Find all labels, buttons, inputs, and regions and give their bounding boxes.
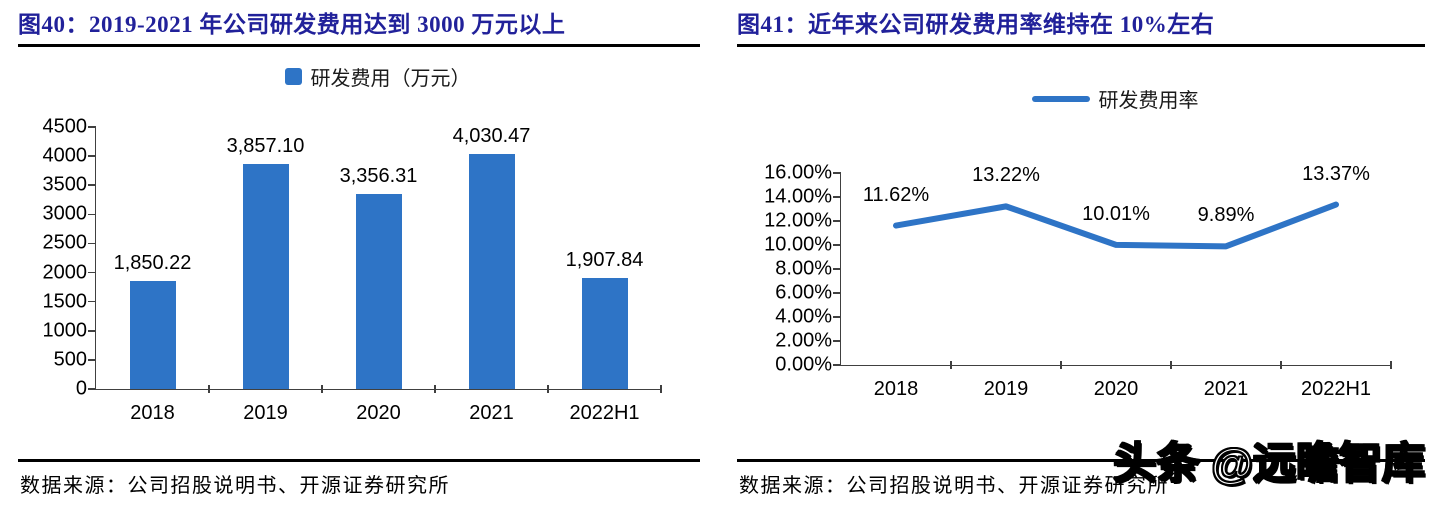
- y-tick-label: 500: [53, 348, 87, 371]
- y-tick-mark: [833, 316, 841, 318]
- x-category-label: 2021: [469, 402, 514, 424]
- legend-label: 研发费用（万元）: [310, 68, 471, 90]
- point-value-label: 13.22%: [972, 164, 1040, 187]
- y-tick-label: 3000: [42, 202, 88, 225]
- rd-ratio-line-plot: 0.00% 2.00% 4.00% 6.00% 8.00% 10.00% 12.00% 14.…: [764, 162, 1392, 400]
- legend-label: 研发费用率: [1098, 90, 1199, 112]
- bar-value-label: 4,030.47: [452, 125, 531, 148]
- y-tick-label: 0.00%: [775, 353, 832, 376]
- x-category-label: 2018: [873, 378, 919, 400]
- point-value-label: 9.89%: [1197, 204, 1255, 227]
- x-category-label: 2022H1: [1300, 378, 1372, 400]
- figure-41-title: 图41：近年来公司研发费用率维持在 10%左右: [737, 12, 1215, 37]
- figure-40-title: 图40：2019-2021 年公司研发费用达到 3000 万元以上: [18, 12, 566, 37]
- y-tick-label: 12.00%: [764, 209, 832, 232]
- y-tick-mark: [88, 359, 96, 361]
- y-tick-label: 10.00%: [764, 233, 832, 256]
- toutiao-watermark: 头条 @远瞻智库: [1112, 439, 1426, 489]
- x-tick-mark: [434, 385, 436, 393]
- y-tick-mark: [88, 330, 96, 332]
- y-tick-mark: [833, 244, 841, 246]
- source-text: 数据来源：公司招股说明书、开源证券研究所: [739, 475, 1169, 497]
- y-tick-mark: [88, 271, 96, 274]
- source-divider: [737, 459, 1425, 462]
- x-tick-mark: [208, 385, 210, 393]
- x-category-label: 2018: [130, 402, 175, 424]
- y-tick-mark: [88, 184, 96, 186]
- y-tick-mark: [88, 388, 96, 390]
- bar-value-label: 1,850.22: [113, 252, 192, 275]
- bar-chart-legend: 研发费用（万元）: [95, 62, 660, 91]
- x-tick-mark: [547, 385, 549, 393]
- x-category-label: 2020: [1093, 378, 1139, 400]
- x-tick-mark: [1390, 361, 1392, 369]
- title-underline: [737, 44, 1425, 47]
- y-tick-label: 8.00%: [775, 257, 832, 280]
- bar: [242, 164, 289, 389]
- point-value-label: 13.37%: [1302, 162, 1370, 185]
- y-tick-label: 6.00%: [775, 281, 832, 304]
- figure-41-rd-ratio: 图41：近年来公司研发费用率维持在 10%左右 研发费用率 0.00% 2.00%…: [737, 0, 1426, 505]
- y-tick-label: 4.00%: [775, 305, 832, 328]
- x-tick-mark: [321, 385, 323, 393]
- point-value-label: 10.01%: [1082, 202, 1150, 225]
- figure-40-rd-expense: 图40：2019-2021 年公司研发费用达到 3000 万元以上 研发费用（万…: [18, 0, 700, 505]
- y-tick-label: 2000: [42, 261, 88, 284]
- bar-value-label: 3,356.31: [339, 164, 418, 187]
- bar-value-label: 3,857.10: [226, 135, 305, 158]
- x-category-label: 2020: [356, 402, 401, 424]
- y-tick-mark: [833, 364, 841, 366]
- y-tick-label: 14.00%: [764, 185, 832, 208]
- y-tick-label: 4000: [42, 144, 88, 167]
- rd-expense-bar-plot: 0 500 1000 1500 2000 2500 3000 3500 4000 4500 2018…: [43, 116, 662, 424]
- bar-value-label: 1,907.84: [565, 248, 644, 271]
- y-tick-label: 0: [75, 377, 87, 400]
- y-tick-mark: [833, 172, 841, 174]
- y-tick-label: 1000: [42, 319, 88, 342]
- point-value-label: 11.62%: [862, 183, 930, 206]
- legend-square-swatch: [284, 68, 302, 85]
- y-tick-mark: [833, 220, 841, 222]
- y-tick-mark: [833, 196, 841, 198]
- x-tick-mark: [660, 385, 662, 393]
- x-tick-mark: [1060, 361, 1062, 369]
- bar: [355, 193, 402, 389]
- x-category-label: 2022H1: [569, 402, 640, 424]
- y-tick-mark: [88, 300, 96, 303]
- source-text: 数据来源：公司招股说明书、开源证券研究所: [20, 475, 450, 497]
- x-tick-mark: [950, 361, 952, 369]
- y-tick-mark: [833, 292, 841, 294]
- y-tick-mark: [88, 213, 96, 216]
- x-tick-mark: [1280, 361, 1282, 369]
- y-tick-label: 16.00%: [764, 161, 832, 184]
- x-category-label: 2019: [983, 378, 1029, 400]
- x-category-label: 2019: [243, 402, 288, 424]
- source-divider: [18, 459, 700, 462]
- y-tick-mark: [833, 268, 841, 270]
- y-tick-label: 2.00%: [775, 329, 832, 352]
- y-tick-label: 3500: [42, 173, 88, 196]
- y-tick-mark: [833, 340, 841, 342]
- y-tick-mark: [88, 155, 96, 157]
- rd-ratio-line-series: [893, 201, 1339, 250]
- title-underline: [18, 44, 700, 47]
- bar: [129, 281, 176, 389]
- legend-line-swatch: [1031, 95, 1090, 102]
- y-tick-label: 2500: [42, 231, 88, 254]
- y-tick-mark: [88, 126, 96, 128]
- x-category-label: 2021: [1203, 378, 1249, 400]
- y-tick-label: 4500: [42, 115, 88, 138]
- y-tick-mark: [88, 242, 96, 245]
- line-chart-legend: 研发费用率: [840, 84, 1390, 113]
- bar: [581, 277, 628, 389]
- bar: [468, 154, 515, 389]
- y-tick-label: 1500: [42, 290, 88, 313]
- x-tick-mark: [1170, 361, 1172, 369]
